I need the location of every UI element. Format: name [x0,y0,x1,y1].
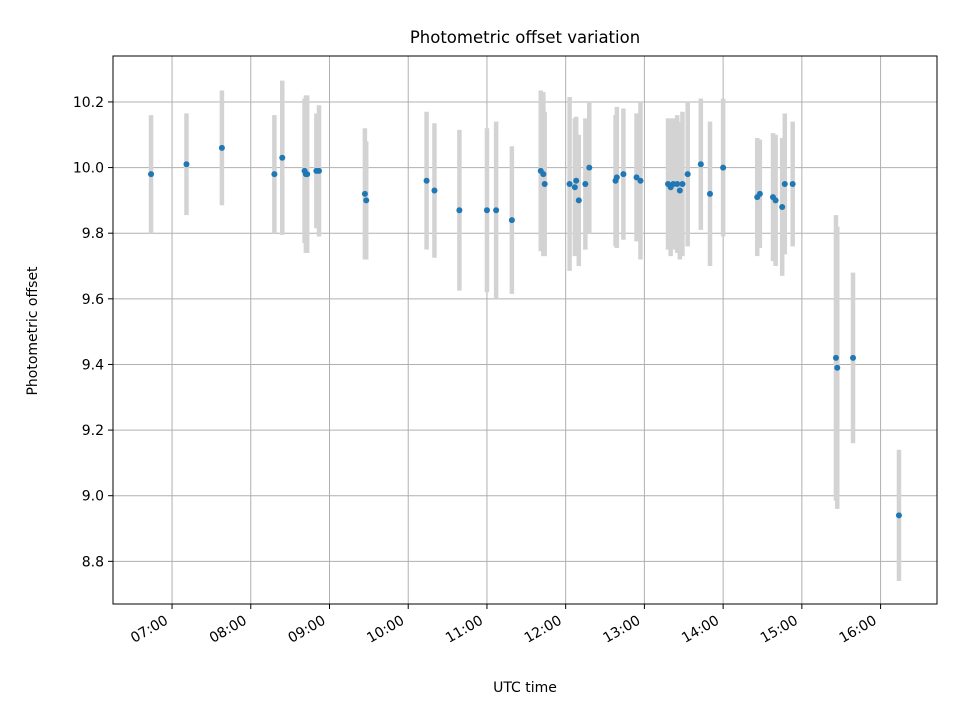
x-tick-label: 07:00 [128,613,171,647]
data-point [363,197,370,204]
y-tick-label: 10.2 [73,95,104,111]
data-point [720,164,727,171]
y-tick-label: 10.0 [73,161,104,177]
data-point [684,171,691,178]
data-point [304,171,311,178]
y-axis-label: Photometric offset [25,266,41,396]
x-tick-label: 08:00 [207,613,250,647]
data-points [148,144,902,519]
data-point [756,190,763,197]
y-tick-label: 8.8 [82,554,104,570]
x-tick-label: 09:00 [286,613,329,647]
x-tick-label: 14:00 [679,613,722,647]
data-point [633,174,640,181]
data-point [271,171,278,178]
data-point [707,190,714,197]
y-tick-label: 9.8 [82,226,104,242]
data-point [834,364,841,371]
grid-lines [113,56,937,604]
y-tick-label: 9.0 [82,489,104,505]
data-point [679,180,686,187]
data-point [279,154,286,161]
data-point [541,180,548,187]
x-axis-ticks: 07:00 08:00 09:00 10:00 11:00 12:00 13:00 14:00… [128,604,882,647]
x-tick-label: 13:00 [600,613,643,647]
y-axis-ticks: 8.8 9.0 9.2 9.4 9.6 9.8 10.0 10.2 [73,95,113,570]
data-point [789,180,796,187]
data-point [779,203,786,210]
y-tick-label: 9.6 [82,292,104,308]
data-point [148,171,155,178]
data-point [571,184,578,191]
data-point [613,174,620,181]
y-tick-label: 9.2 [82,423,104,439]
data-point [316,167,322,174]
data-point [540,171,547,178]
x-tick-label: 16:00 [837,613,880,647]
x-tick-label: 15:00 [758,613,801,647]
data-point [582,180,589,187]
data-point [431,187,438,194]
data-point [218,144,225,151]
data-point [566,180,573,187]
chart-title: Photometric offset variation [410,28,640,47]
data-point [361,190,368,197]
data-point [895,512,902,519]
data-point [456,207,463,214]
data-point [637,177,644,184]
data-point [772,197,779,204]
x-tick-label: 11:00 [443,613,486,647]
data-point [493,207,500,214]
data-point [781,180,788,187]
plot-frame [112,55,938,605]
data-point [508,217,515,224]
data-point [674,180,681,187]
data-point [483,207,490,214]
y-tick-label: 9.4 [82,357,104,373]
data-point [586,164,593,171]
data-point [423,177,430,184]
data-point [620,171,627,178]
data-point [573,177,580,184]
data-point [832,354,839,361]
data-point [850,354,857,361]
data-point [183,161,190,168]
x-axis-label: UTC time [493,680,557,696]
data-point [676,187,683,194]
data-point [697,161,704,168]
data-point [575,197,582,204]
error-bars [148,80,902,582]
x-tick-label: 12:00 [522,613,565,647]
x-tick-label: 10:00 [364,613,407,647]
